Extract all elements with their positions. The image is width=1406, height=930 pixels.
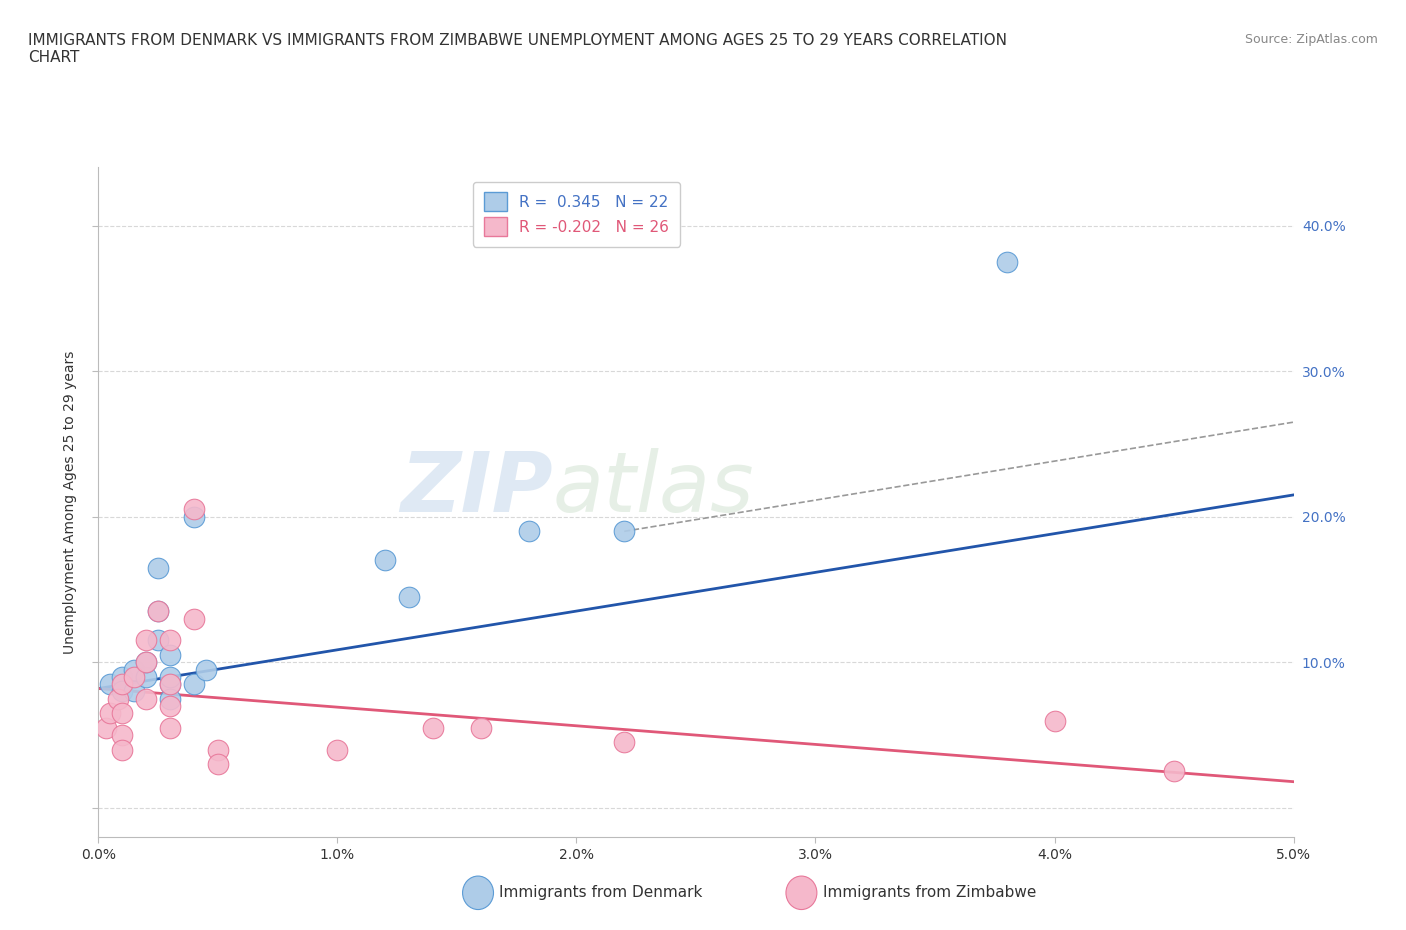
Point: [135, 670, 157, 684]
Point: [135, 655, 157, 670]
Point: [517, 524, 540, 538]
Point: [148, 633, 170, 648]
Point: [183, 677, 205, 692]
Point: [111, 727, 134, 742]
Point: [111, 670, 134, 684]
Point: [135, 655, 157, 670]
Point: [159, 677, 181, 692]
Text: atlas: atlas: [553, 448, 754, 529]
Point: [111, 684, 134, 698]
Text: Immigrants from Denmark: Immigrants from Denmark: [499, 885, 703, 900]
Point: [183, 502, 205, 517]
Ellipse shape: [786, 876, 817, 910]
Point: [111, 677, 134, 692]
Point: [148, 604, 170, 618]
Point: [111, 706, 134, 721]
Point: [1163, 764, 1185, 779]
Text: ZIP: ZIP: [399, 448, 553, 529]
Point: [107, 691, 129, 706]
Point: [124, 684, 146, 698]
Text: IMMIGRANTS FROM DENMARK VS IMMIGRANTS FROM ZIMBABWE UNEMPLOYMENT AMONG AGES 25 T: IMMIGRANTS FROM DENMARK VS IMMIGRANTS FR…: [28, 33, 1007, 65]
Point: [470, 721, 492, 736]
Point: [159, 647, 181, 662]
Point: [94, 721, 117, 736]
Point: [159, 721, 181, 736]
Point: [159, 691, 181, 706]
Point: [195, 662, 218, 677]
Point: [207, 757, 229, 772]
Point: [100, 706, 122, 721]
Y-axis label: Unemployment Among Ages 25 to 29 years: Unemployment Among Ages 25 to 29 years: [63, 351, 77, 654]
Point: [124, 670, 146, 684]
Point: [159, 677, 181, 692]
Point: [100, 677, 122, 692]
Point: [124, 662, 146, 677]
Point: [207, 742, 229, 757]
Text: Source: ZipAtlas.com: Source: ZipAtlas.com: [1244, 33, 1378, 46]
Ellipse shape: [463, 876, 494, 910]
Point: [374, 553, 396, 568]
Text: Immigrants from Zimbabwe: Immigrants from Zimbabwe: [823, 885, 1036, 900]
Point: [159, 633, 181, 648]
Point: [135, 633, 157, 648]
Point: [613, 524, 636, 538]
Point: [111, 742, 134, 757]
Point: [183, 510, 205, 525]
Point: [398, 590, 420, 604]
Point: [159, 670, 181, 684]
Point: [135, 691, 157, 706]
Point: [148, 560, 170, 575]
Point: [148, 604, 170, 618]
Point: [613, 735, 636, 750]
Point: [422, 721, 444, 736]
Point: [995, 255, 1018, 270]
Legend: R =  0.345   N = 22, R = -0.202   N = 26: R = 0.345 N = 22, R = -0.202 N = 26: [474, 181, 679, 246]
Point: [183, 611, 205, 626]
Point: [159, 698, 181, 713]
Point: [326, 742, 349, 757]
Point: [1043, 713, 1066, 728]
